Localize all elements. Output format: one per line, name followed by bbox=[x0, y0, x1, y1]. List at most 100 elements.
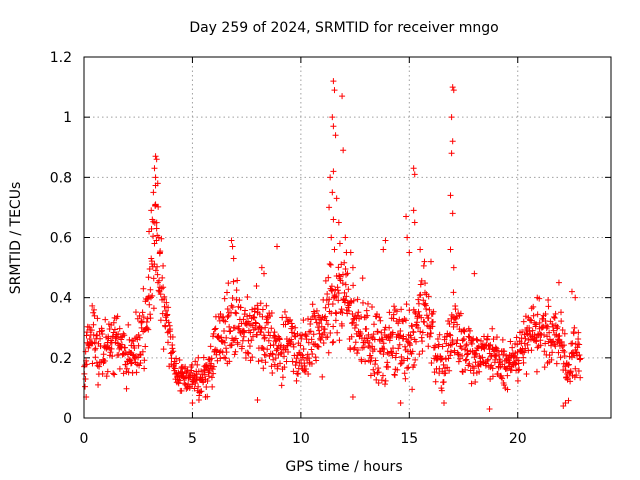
data-point bbox=[397, 399, 404, 406]
data-point bbox=[438, 387, 445, 394]
data-point bbox=[151, 261, 158, 268]
data-point bbox=[140, 285, 147, 292]
data-point bbox=[351, 344, 358, 351]
data-point bbox=[247, 329, 254, 336]
data-point bbox=[114, 313, 121, 320]
data-point bbox=[412, 356, 419, 363]
data-point bbox=[156, 249, 163, 256]
data-point bbox=[550, 314, 557, 321]
data-point bbox=[416, 351, 423, 358]
data-point bbox=[99, 370, 106, 377]
data-point bbox=[265, 337, 272, 344]
data-point bbox=[164, 311, 171, 318]
data-point bbox=[135, 354, 142, 361]
data-point bbox=[391, 372, 398, 379]
data-point bbox=[92, 345, 99, 352]
data-point bbox=[254, 396, 261, 403]
data-point bbox=[551, 315, 558, 322]
data-point bbox=[411, 361, 418, 368]
data-point bbox=[101, 358, 108, 365]
data-point bbox=[440, 361, 447, 368]
data-point bbox=[536, 319, 543, 326]
data-point bbox=[507, 354, 514, 361]
data-point bbox=[570, 330, 577, 337]
data-point bbox=[548, 342, 555, 349]
data-point bbox=[504, 372, 511, 379]
data-point bbox=[169, 334, 176, 341]
data-point bbox=[484, 357, 491, 364]
data-point bbox=[483, 360, 490, 367]
data-point bbox=[226, 358, 233, 365]
data-point bbox=[322, 304, 329, 311]
data-point bbox=[329, 300, 336, 307]
data-point bbox=[515, 367, 522, 374]
data-point bbox=[450, 289, 457, 296]
data-point bbox=[389, 352, 396, 359]
data-point bbox=[201, 371, 208, 378]
data-point bbox=[533, 368, 540, 375]
data-point bbox=[132, 309, 139, 316]
data-point bbox=[242, 355, 249, 362]
data-point bbox=[150, 189, 157, 196]
data-point bbox=[339, 322, 346, 329]
data-point bbox=[455, 351, 462, 358]
data-point bbox=[339, 309, 346, 316]
data-point bbox=[133, 369, 140, 376]
data-point bbox=[290, 341, 297, 348]
data-point bbox=[194, 361, 201, 368]
data-point bbox=[293, 355, 300, 362]
data-point bbox=[507, 338, 514, 345]
data-point bbox=[300, 354, 307, 361]
y-axis-label: SRMTID / TECUs bbox=[8, 182, 24, 295]
data-point bbox=[82, 375, 89, 382]
data-point bbox=[459, 368, 466, 375]
data-point bbox=[255, 358, 262, 365]
data-point bbox=[116, 365, 123, 372]
data-point bbox=[254, 302, 261, 309]
data-point bbox=[393, 308, 400, 315]
data-point bbox=[565, 361, 572, 368]
data-point bbox=[330, 78, 337, 85]
data-point bbox=[444, 348, 451, 355]
data-point bbox=[537, 342, 544, 349]
data-point bbox=[288, 336, 295, 343]
data-point bbox=[308, 346, 315, 353]
data-point bbox=[228, 341, 235, 348]
data-point bbox=[567, 378, 574, 385]
data-point bbox=[386, 309, 393, 316]
data-point bbox=[348, 320, 355, 327]
data-point bbox=[152, 153, 159, 160]
data-point bbox=[93, 359, 100, 366]
data-point bbox=[382, 237, 389, 244]
data-point bbox=[406, 249, 413, 256]
data-point bbox=[236, 297, 243, 304]
y-tick-label: 1 bbox=[63, 110, 72, 126]
data-point bbox=[313, 357, 320, 364]
data-point bbox=[452, 306, 459, 313]
data-point bbox=[139, 309, 146, 316]
data-point bbox=[259, 313, 266, 320]
data-point bbox=[530, 303, 537, 310]
data-point bbox=[109, 353, 116, 360]
data-point bbox=[150, 305, 157, 312]
data-point bbox=[222, 318, 229, 325]
data-point bbox=[111, 371, 118, 378]
data-point bbox=[283, 358, 290, 365]
data-point bbox=[400, 357, 407, 364]
data-point bbox=[240, 333, 247, 340]
data-point bbox=[233, 310, 240, 317]
data-point bbox=[550, 327, 557, 334]
data-point bbox=[576, 341, 583, 348]
data-point bbox=[564, 375, 571, 382]
data-point bbox=[450, 264, 457, 271]
data-point bbox=[559, 327, 566, 334]
data-point bbox=[374, 328, 381, 335]
data-point bbox=[319, 373, 326, 380]
data-point bbox=[125, 321, 132, 328]
data-point bbox=[380, 246, 387, 253]
data-point bbox=[293, 377, 300, 384]
data-point bbox=[226, 328, 233, 335]
data-point bbox=[167, 326, 174, 333]
data-point bbox=[350, 282, 357, 289]
